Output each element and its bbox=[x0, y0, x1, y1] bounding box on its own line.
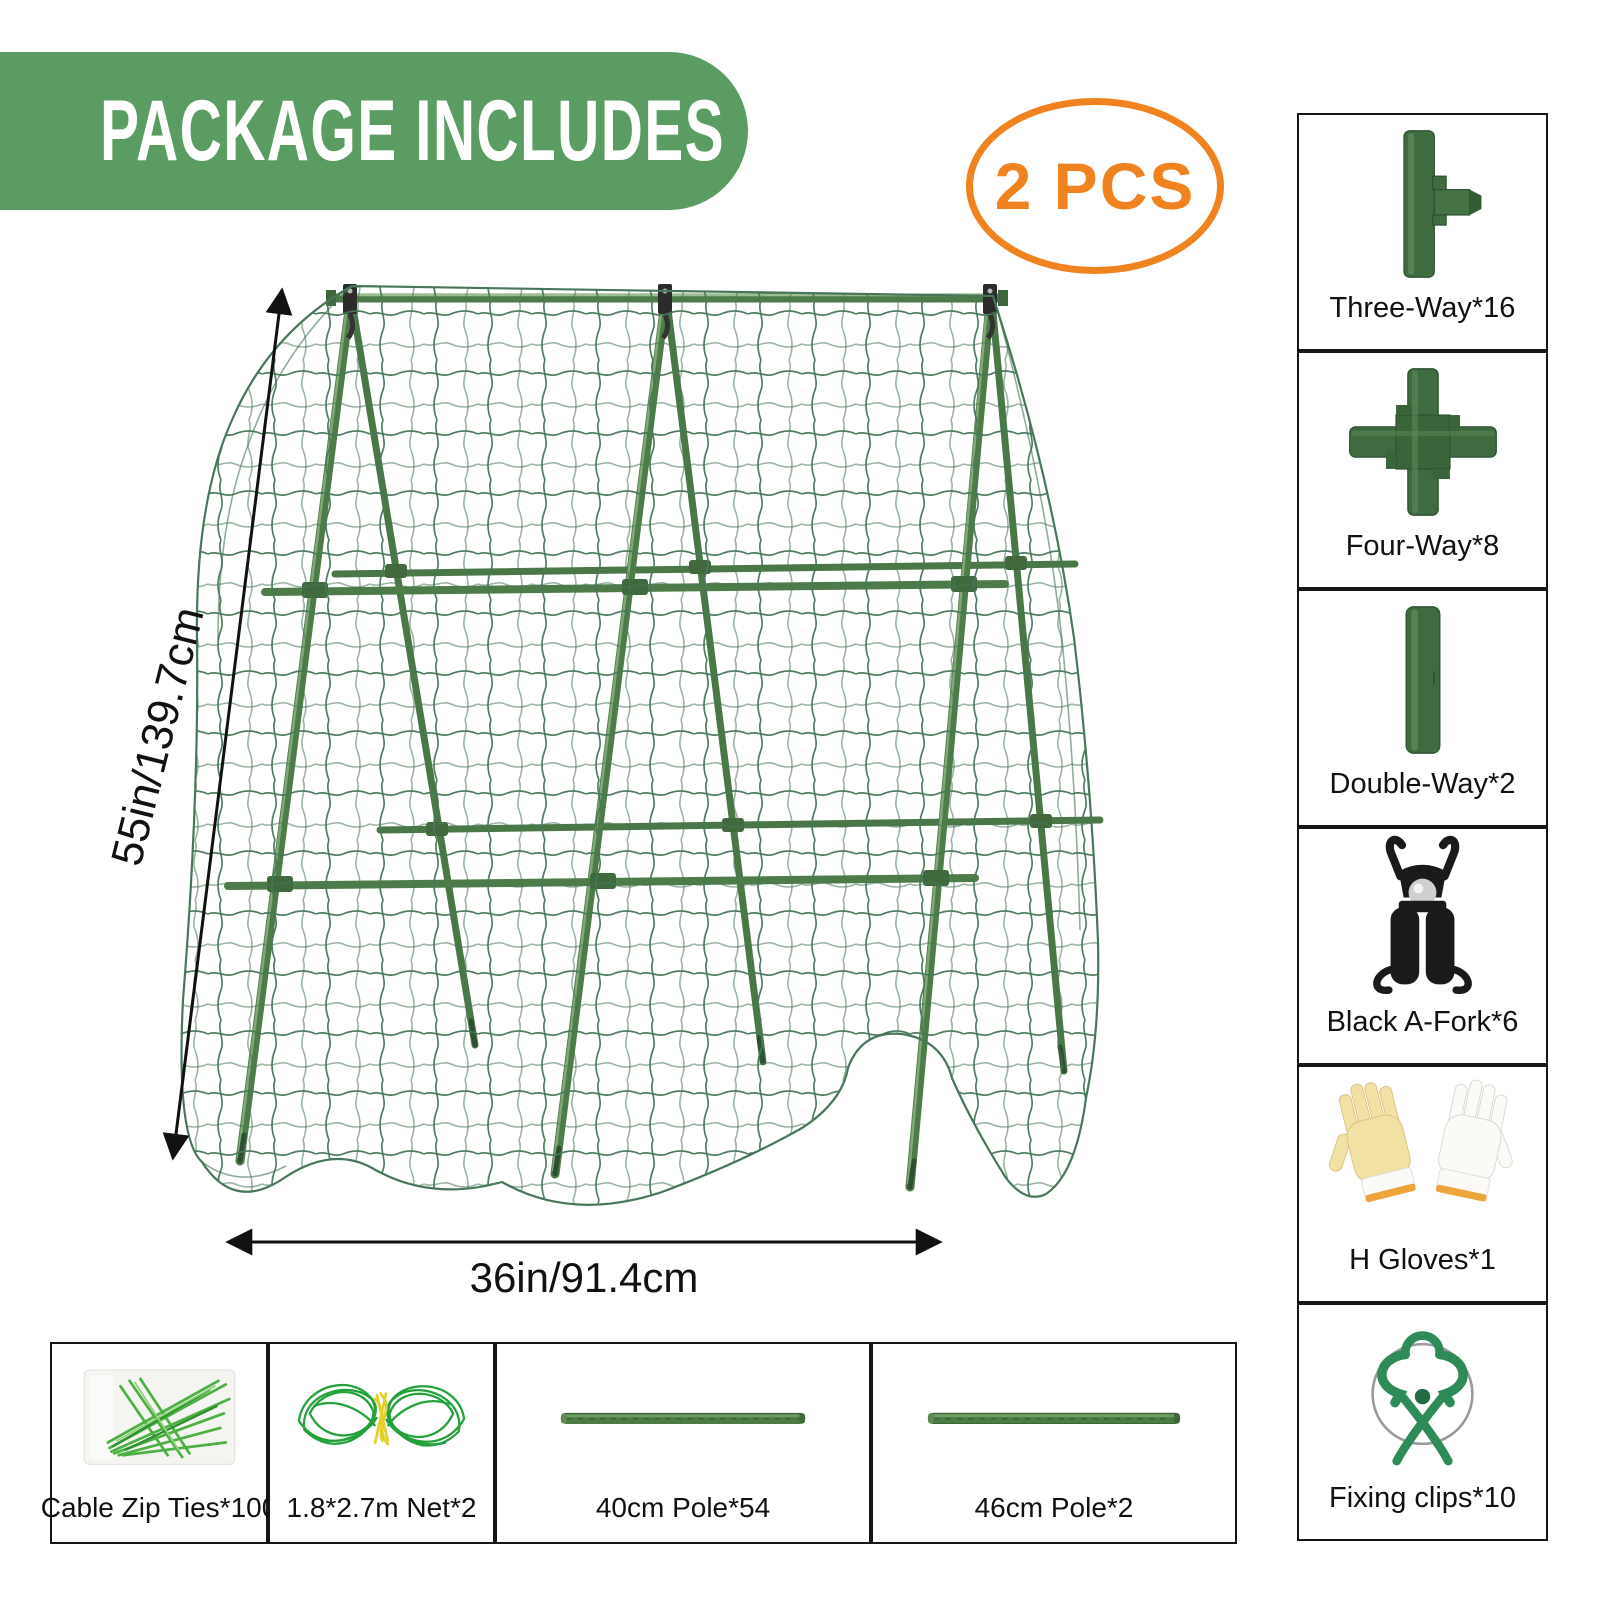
side-items: Three-Way*16 Four-Way*8 Double-Way*2 bbox=[1297, 113, 1548, 1541]
bottom-item-pole-46: 46cm Pole*2 bbox=[871, 1342, 1237, 1544]
pole-icon bbox=[560, 1412, 806, 1424]
left-glove bbox=[1329, 1082, 1416, 1203]
right-glove bbox=[1435, 1079, 1513, 1202]
height-dimension-arrow bbox=[162, 287, 293, 1161]
quantity-badge-label: 2 PCS bbox=[994, 149, 1196, 223]
bottom-item-label: Cable Zip Ties*100 bbox=[40, 1492, 278, 1523]
bottom-item-zip-ties: Cable Zip Ties*100 bbox=[41, 1342, 277, 1544]
side-item-gloves: H Gloves*1 bbox=[1297, 1065, 1548, 1303]
bottom-item-label: 1.8*2.7m Net*2 bbox=[286, 1492, 477, 1523]
bottom-item-label: 46cm Pole*2 bbox=[974, 1492, 1134, 1523]
double-way-connector-icon bbox=[1405, 605, 1440, 754]
side-item-double-way: Double-Way*2 bbox=[1297, 589, 1548, 827]
cable-zip-ties-icon bbox=[83, 1369, 235, 1465]
three-way-connector-icon bbox=[1403, 129, 1482, 278]
banner-title: PACKAGE INCLUDES bbox=[100, 83, 726, 179]
four-way-connector-icon bbox=[1348, 367, 1497, 516]
bottom-item-label: 40cm Pole*54 bbox=[595, 1492, 771, 1523]
side-item-fixing-clips: Fixing clips*10 bbox=[1297, 1303, 1548, 1541]
black-a-fork-icon bbox=[1373, 835, 1472, 994]
quantity-badge: 2 PCS bbox=[966, 98, 1224, 274]
trellis-net bbox=[180, 284, 1100, 1206]
side-item-black-a-fork: Black A-Fork*6 bbox=[1297, 827, 1548, 1065]
side-item-label: Double-Way*2 bbox=[1329, 768, 1516, 800]
side-item-label: H Gloves*1 bbox=[1349, 1244, 1496, 1276]
net-bundle-icon bbox=[297, 1383, 466, 1447]
side-item-label: Black A-Fork*6 bbox=[1326, 1006, 1519, 1038]
side-item-three-way: Three-Way*16 bbox=[1297, 113, 1548, 351]
trellis-diagram: 55in/139.7cm 36in/91.4cm bbox=[102, 284, 1104, 1301]
pole-icon bbox=[927, 1412, 1181, 1425]
width-dimension-label: 36in/91.4cm bbox=[470, 1254, 699, 1301]
side-item-label: Three-Way*16 bbox=[1329, 292, 1516, 324]
side-item-label: Four-Way*8 bbox=[1345, 530, 1500, 562]
side-item-label: Fixing clips*10 bbox=[1329, 1482, 1516, 1514]
banner: PACKAGE INCLUDES bbox=[0, 52, 748, 210]
bottom-item-net: 1.8*2.7m Net*2 bbox=[268, 1342, 495, 1544]
bottom-item-pole-40: 40cm Pole*54 bbox=[495, 1342, 871, 1544]
side-item-four-way: Four-Way*8 bbox=[1297, 351, 1548, 589]
gloves-icon bbox=[1329, 1079, 1513, 1203]
fixing-clip-icon bbox=[1371, 1330, 1474, 1465]
